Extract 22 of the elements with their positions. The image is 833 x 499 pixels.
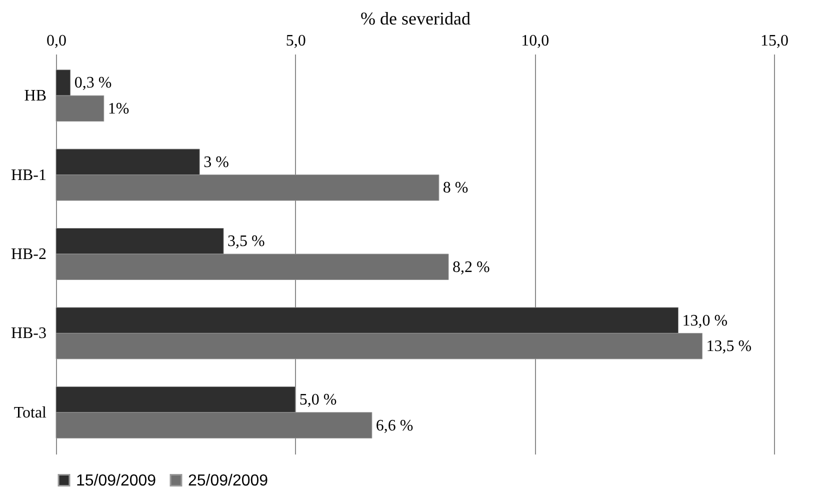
y-tick-label: Total xyxy=(14,404,48,422)
data-label: 8,2 % xyxy=(452,258,490,276)
x-tick-label: 5,0 xyxy=(286,32,306,50)
data-label: 5,0 % xyxy=(299,392,337,409)
data-label: 3,5 % xyxy=(228,233,265,250)
legend-label: 25/09/2009 xyxy=(188,472,268,490)
x-tick-label: 15,0 xyxy=(760,32,788,50)
y-tick-label: HB-2 xyxy=(10,246,46,263)
x-axis-title: % de severidad xyxy=(360,8,470,28)
y-tick-label: HB-1 xyxy=(10,166,46,184)
data-label: 6,6 % xyxy=(376,417,414,434)
x-tick-label: 10,0 xyxy=(521,32,550,50)
x-tick-label: 0,0 xyxy=(46,32,66,50)
data-label: 0,3 % xyxy=(74,74,112,92)
data-label: 13,0 % xyxy=(682,312,728,330)
data-label: 1% xyxy=(108,100,130,118)
y-tick-label: HB-3 xyxy=(10,325,46,342)
legend-label: 15/09/2009 xyxy=(76,472,156,490)
data-label: 13,5 % xyxy=(706,338,752,356)
data-label: 8 % xyxy=(442,180,468,197)
data-label: 3 % xyxy=(204,154,229,171)
y-tick-label: HB xyxy=(24,88,46,105)
